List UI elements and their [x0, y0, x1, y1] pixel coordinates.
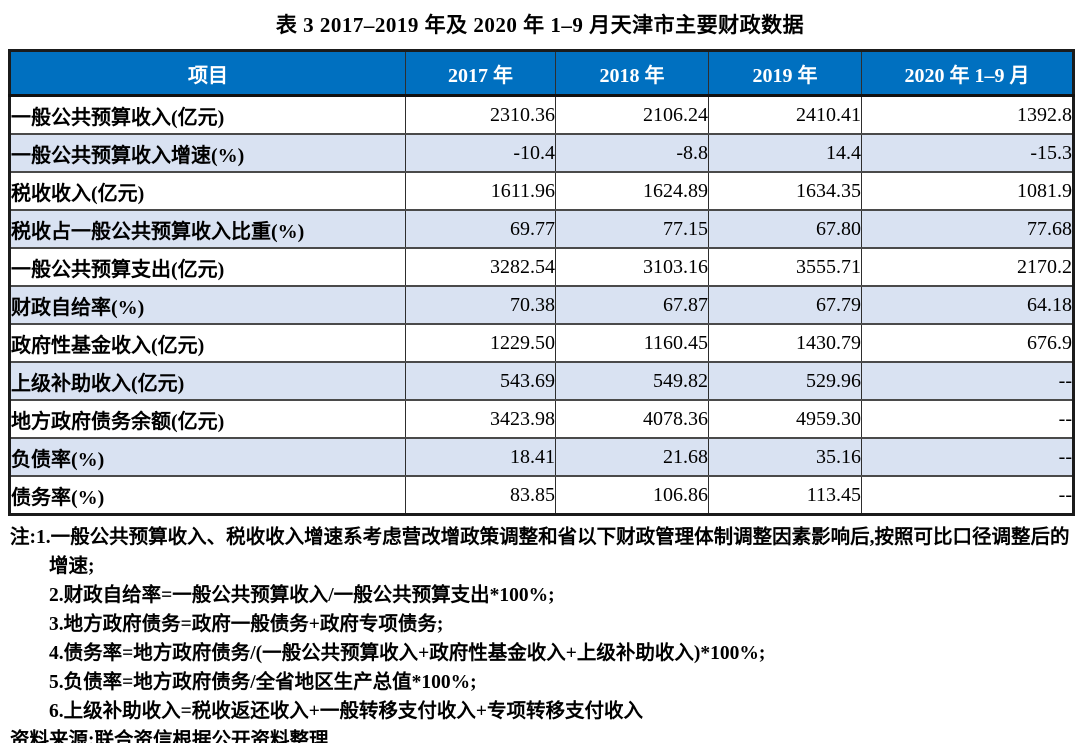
table-row: 上级补助收入(亿元) 543.69 549.82 529.96 -- [9, 361, 1074, 401]
header-cell-2018: 2018 年 [555, 49, 709, 97]
value-2019: 529.96 [708, 361, 862, 401]
value-2020: -- [861, 475, 1074, 516]
value-2018: -8.8 [555, 133, 709, 173]
header-cell-2019: 2019 年 [708, 49, 862, 97]
note-line: 注:1.一般公共预算收入、税收收入增速系考虑营改增政策调整和省以下财政管理体制调… [10, 523, 1070, 581]
row-label: 财政自给率(%) [9, 285, 406, 325]
value-2017: 18.41 [405, 437, 556, 477]
value-2017: -10.4 [405, 133, 556, 173]
data-source: 资料来源:联合资信根据公开资料整理 [10, 730, 329, 743]
value-2020: -- [861, 437, 1074, 477]
table-row: 一般公共预算收入增速(%) -10.4 -8.8 14.4 -15.3 [9, 133, 1074, 173]
value-2018: 1160.45 [555, 323, 709, 363]
footnotes: 注:1.一般公共预算收入、税收收入增速系考虑营改增政策调整和省以下财政管理体制调… [10, 523, 1070, 726]
table-title: 表 3 2017–2019 年及 2020 年 1–9 月天津市主要财政数据 [275, 13, 805, 37]
row-label: 上级补助收入(亿元) [9, 361, 406, 401]
value-2018: 3103.16 [555, 247, 709, 287]
value-2019: 2410.41 [708, 94, 862, 135]
row-label: 税收收入(亿元) [9, 171, 406, 211]
value-2020: -15.3 [861, 133, 1074, 173]
value-2019: 1634.35 [708, 171, 862, 211]
value-2018: 4078.36 [555, 399, 709, 439]
row-label: 债务率(%) [9, 475, 406, 516]
note-line: 5.负债率=地方政府债务/全省地区生产总值*100%; [49, 672, 477, 693]
value-2017: 83.85 [405, 475, 556, 516]
value-2017: 543.69 [405, 361, 556, 401]
value-2020: 1392.8 [861, 94, 1074, 135]
note-line: 4.债务率=地方政府债务/(一般公共预算收入+政府性基金收入+上级补助收入)*1… [49, 643, 766, 664]
value-2017: 3423.98 [405, 399, 556, 439]
value-2017: 70.38 [405, 285, 556, 325]
note-line: 6.上级补助收入=税收返还收入+一般转移支付收入+专项转移支付收入 [49, 701, 643, 722]
table-row: 政府性基金收入(亿元) 1229.50 1160.45 1430.79 676.… [9, 323, 1074, 363]
value-2020: -- [861, 399, 1074, 439]
row-label: 一般公共预算支出(亿元) [9, 247, 406, 287]
value-2019: 67.80 [708, 209, 862, 249]
value-2019: 1430.79 [708, 323, 862, 363]
value-2017: 3282.54 [405, 247, 556, 287]
value-2019: 3555.71 [708, 247, 862, 287]
value-2018: 2106.24 [555, 94, 709, 135]
row-label: 政府性基金收入(亿元) [9, 323, 406, 363]
note-line: 2.财政自给率=一般公共预算收入/一般公共预算支出*100%; [49, 585, 555, 606]
header-cell-2017: 2017 年 [405, 49, 556, 97]
row-label: 负债率(%) [9, 437, 406, 477]
table-row: 税收收入(亿元) 1611.96 1624.89 1634.35 1081.9 [9, 171, 1074, 211]
value-2020: 1081.9 [861, 171, 1074, 211]
table-row: 一般公共预算支出(亿元) 3282.54 3103.16 3555.71 217… [9, 247, 1074, 287]
value-2018: 106.86 [555, 475, 709, 516]
value-2018: 21.68 [555, 437, 709, 477]
value-2020: 676.9 [861, 323, 1074, 363]
note-prefix: 注: [10, 527, 36, 548]
value-2019: 67.79 [708, 285, 862, 325]
value-2018: 67.87 [555, 285, 709, 325]
row-label: 地方政府债务余额(亿元) [9, 399, 406, 439]
value-2020: -- [861, 361, 1074, 401]
value-2017: 2310.36 [405, 94, 556, 135]
table-row: 负债率(%) 18.41 21.68 35.16 -- [9, 437, 1074, 477]
value-2017: 1229.50 [405, 323, 556, 363]
row-label: 一般公共预算收入增速(%) [9, 133, 406, 173]
note-line: 3.地方政府债务=政府一般债务+政府专项债务; [49, 614, 444, 635]
table-row: 一般公共预算收入(亿元) 2310.36 2106.24 2410.41 139… [9, 94, 1074, 135]
row-label: 一般公共预算收入(亿元) [9, 94, 406, 135]
value-2018: 77.15 [555, 209, 709, 249]
value-2018: 549.82 [555, 361, 709, 401]
table-row: 地方政府债务余额(亿元) 3423.98 4078.36 4959.30 -- [9, 399, 1074, 439]
note-text: 1.一般公共预算收入、税收收入增速系考虑营改增政策调整和省以下财政管理体制调整因… [36, 527, 1070, 577]
header-row: 项目 2017 年 2018 年 2019 年 2020 年 1–9 月 [9, 49, 1074, 97]
table-row: 债务率(%) 83.85 106.86 113.45 -- [9, 475, 1074, 516]
value-2019: 35.16 [708, 437, 862, 477]
fiscal-data-table: 项目 2017 年 2018 年 2019 年 2020 年 1–9 月 一般公… [8, 49, 1075, 516]
header-cell-2020: 2020 年 1–9 月 [861, 49, 1074, 97]
value-2019: 4959.30 [708, 399, 862, 439]
value-2019: 113.45 [708, 475, 862, 516]
value-2017: 69.77 [405, 209, 556, 249]
value-2017: 1611.96 [405, 171, 556, 211]
table-row: 财政自给率(%) 70.38 67.87 67.79 64.18 [9, 285, 1074, 325]
value-2018: 1624.89 [555, 171, 709, 211]
row-label: 税收占一般公共预算收入比重(%) [9, 209, 406, 249]
value-2020: 2170.2 [861, 247, 1074, 287]
value-2020: 77.68 [861, 209, 1074, 249]
value-2020: 64.18 [861, 285, 1074, 325]
value-2019: 14.4 [708, 133, 862, 173]
table-row: 税收占一般公共预算收入比重(%) 69.77 77.15 67.80 77.68 [9, 209, 1074, 249]
header-cell-item: 项目 [9, 49, 406, 97]
